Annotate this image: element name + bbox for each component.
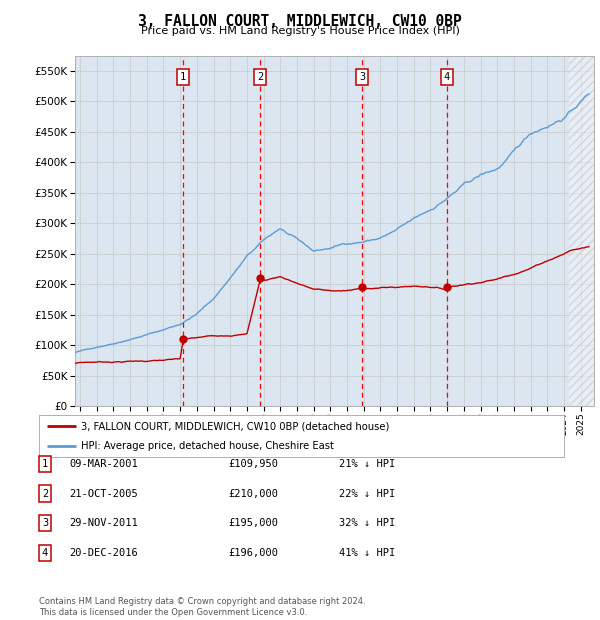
- Text: £109,950: £109,950: [228, 459, 278, 469]
- Text: 21% ↓ HPI: 21% ↓ HPI: [339, 459, 395, 469]
- Text: 1: 1: [42, 459, 48, 469]
- Text: 3, FALLON COURT, MIDDLEWICH, CW10 0BP: 3, FALLON COURT, MIDDLEWICH, CW10 0BP: [138, 14, 462, 29]
- Text: 4: 4: [42, 548, 48, 558]
- Text: 22% ↓ HPI: 22% ↓ HPI: [339, 489, 395, 498]
- Text: 1: 1: [180, 72, 187, 82]
- Text: Price paid vs. HM Land Registry's House Price Index (HPI): Price paid vs. HM Land Registry's House …: [140, 26, 460, 36]
- Text: 32% ↓ HPI: 32% ↓ HPI: [339, 518, 395, 528]
- Text: 3: 3: [359, 72, 365, 82]
- Text: 3, FALLON COURT, MIDDLEWICH, CW10 0BP (detached house): 3, FALLON COURT, MIDDLEWICH, CW10 0BP (d…: [81, 421, 389, 431]
- Text: Contains HM Land Registry data © Crown copyright and database right 2024.
This d: Contains HM Land Registry data © Crown c…: [39, 598, 365, 617]
- Text: 41% ↓ HPI: 41% ↓ HPI: [339, 548, 395, 558]
- Text: 09-MAR-2001: 09-MAR-2001: [69, 459, 138, 469]
- Text: 29-NOV-2011: 29-NOV-2011: [69, 518, 138, 528]
- Text: 3: 3: [42, 518, 48, 528]
- Text: 4: 4: [443, 72, 450, 82]
- Text: £196,000: £196,000: [228, 548, 278, 558]
- Text: 2: 2: [257, 72, 263, 82]
- Text: 20-DEC-2016: 20-DEC-2016: [69, 548, 138, 558]
- Text: £210,000: £210,000: [228, 489, 278, 498]
- Text: HPI: Average price, detached house, Cheshire East: HPI: Average price, detached house, Ches…: [81, 441, 334, 451]
- Text: 2: 2: [42, 489, 48, 498]
- Bar: [569, 56, 594, 406]
- Text: 21-OCT-2005: 21-OCT-2005: [69, 489, 138, 498]
- Text: £195,000: £195,000: [228, 518, 278, 528]
